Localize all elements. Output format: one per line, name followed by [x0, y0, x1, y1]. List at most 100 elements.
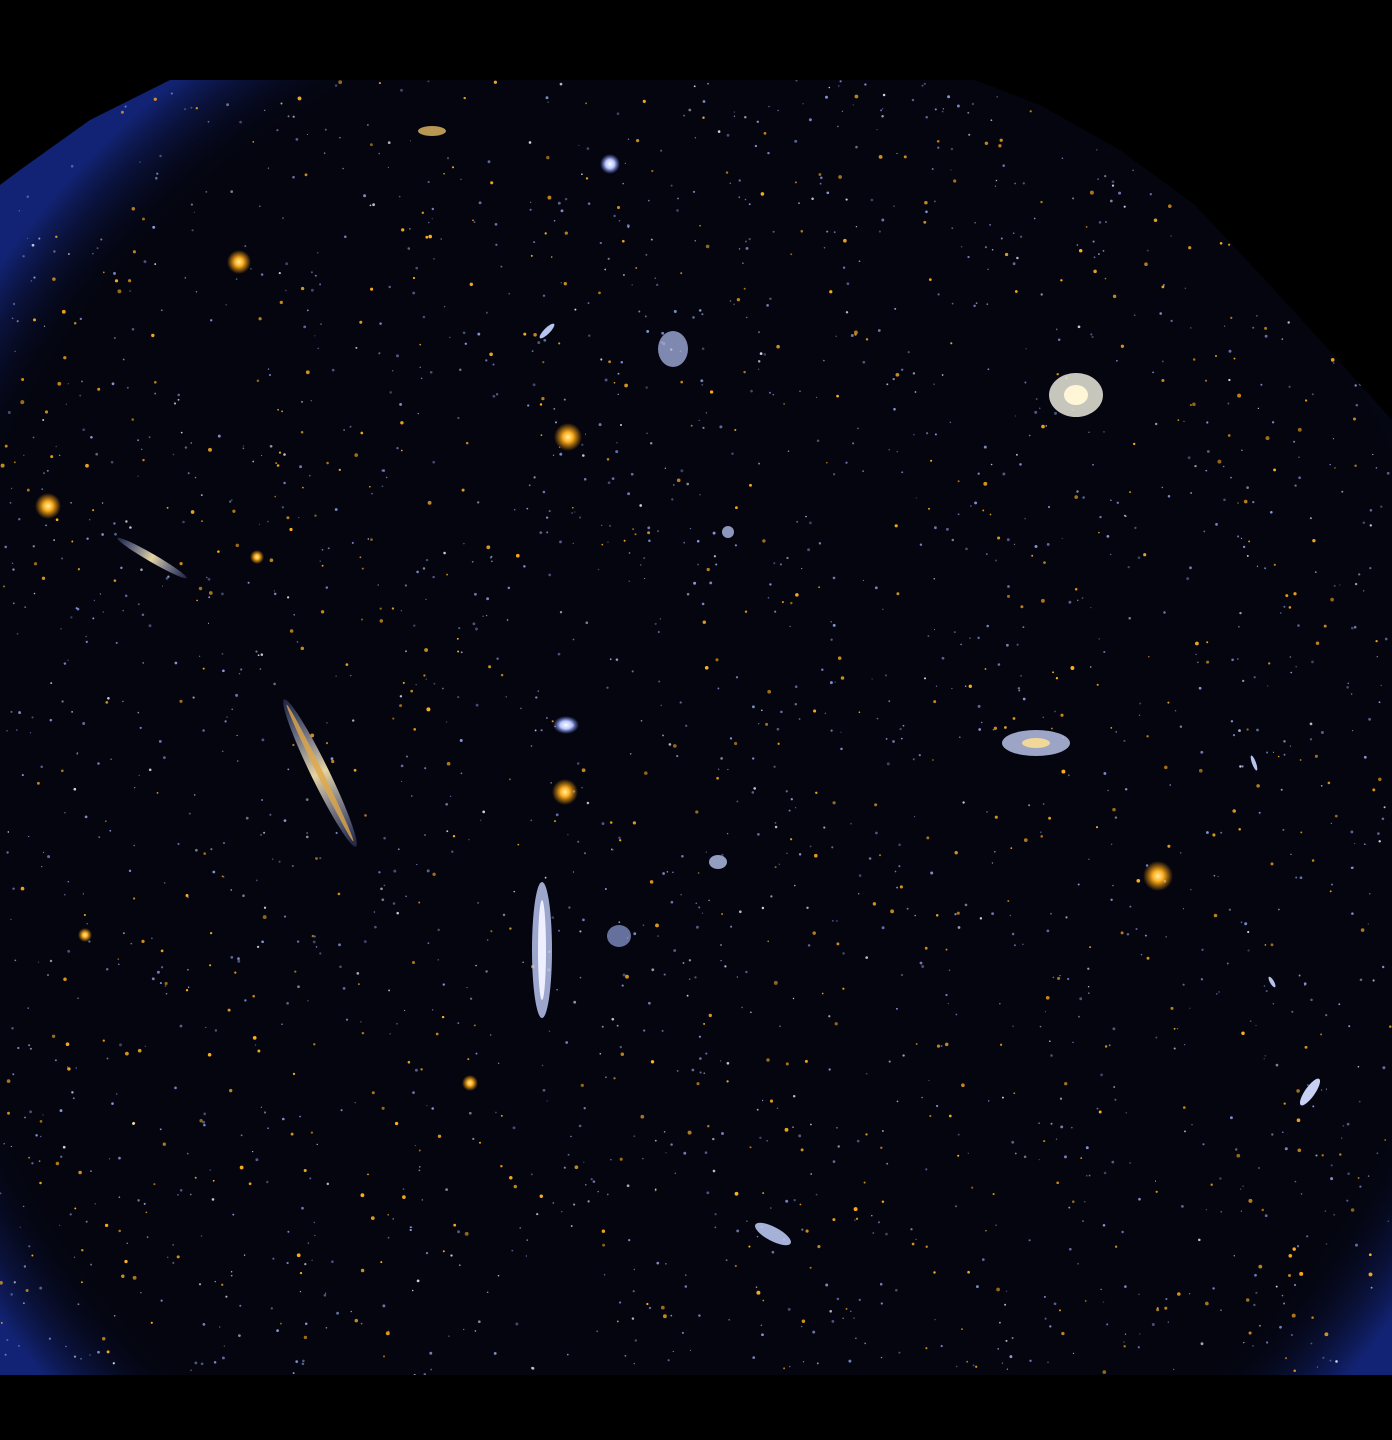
star [971, 102, 975, 106]
star [1381, 965, 1385, 969]
star [255, 879, 258, 882]
star [863, 1181, 866, 1184]
star [396, 446, 399, 450]
star [624, 383, 628, 388]
star [1129, 1162, 1131, 1164]
star [496, 657, 499, 660]
star [360, 1268, 365, 1273]
star [900, 973, 904, 977]
star [330, 757, 334, 761]
star [130, 942, 133, 945]
star [1246, 486, 1249, 489]
star [97, 387, 101, 391]
star [22, 255, 25, 258]
star [865, 1133, 868, 1136]
star [1264, 1214, 1268, 1218]
star [686, 592, 690, 596]
star [28, 1245, 31, 1248]
star [17, 1046, 20, 1050]
star [129, 290, 131, 292]
star [991, 912, 995, 916]
star [1275, 1285, 1278, 1288]
star [20, 886, 25, 891]
star [176, 1255, 180, 1259]
star [1332, 362, 1335, 364]
star [648, 1001, 651, 1005]
star [701, 347, 705, 350]
star [632, 821, 637, 825]
star [78, 1170, 82, 1175]
star [402, 1195, 406, 1199]
star [1112, 294, 1117, 299]
star [858, 260, 861, 263]
star [1068, 1247, 1072, 1251]
star [468, 1111, 472, 1115]
star [117, 958, 120, 960]
star [588, 334, 591, 337]
star [712, 1137, 715, 1141]
star [643, 1029, 646, 1032]
star [256, 379, 260, 383]
star [1081, 597, 1084, 599]
star [303, 1335, 308, 1340]
star [217, 434, 221, 438]
star [726, 1080, 729, 1083]
star [935, 914, 939, 917]
star [244, 999, 247, 1002]
star [1184, 1130, 1186, 1133]
star [1076, 490, 1079, 493]
star [836, 942, 840, 946]
star [1248, 1198, 1253, 1203]
star [698, 419, 700, 422]
star [1357, 1177, 1360, 1179]
star [921, 1096, 923, 1099]
star [1045, 425, 1047, 427]
star [998, 144, 1002, 148]
star [696, 1082, 700, 1086]
star [865, 956, 869, 959]
star [477, 1320, 481, 1324]
star [832, 1218, 836, 1222]
star [442, 1250, 445, 1253]
star [1248, 540, 1251, 543]
star [960, 643, 962, 646]
star [1212, 833, 1216, 837]
star [1179, 852, 1182, 854]
star [704, 1151, 708, 1154]
star [22, 1205, 25, 1208]
star [1232, 809, 1236, 813]
star [800, 1325, 803, 1328]
star [172, 1244, 174, 1246]
star [986, 624, 989, 628]
star [378, 871, 381, 874]
star [934, 526, 937, 530]
star [1223, 498, 1226, 502]
star [486, 939, 489, 941]
star [99, 593, 102, 595]
star [576, 762, 580, 765]
star [465, 441, 469, 445]
star [850, 1310, 852, 1313]
star [1296, 1089, 1300, 1093]
star [399, 695, 403, 698]
star [221, 1356, 225, 1360]
star [1108, 1044, 1111, 1047]
star [121, 1274, 125, 1278]
star [473, 592, 477, 596]
star [914, 391, 917, 393]
star [1215, 523, 1218, 526]
star [999, 138, 1003, 142]
star [24, 1116, 26, 1119]
star [798, 718, 801, 720]
star [1089, 190, 1094, 195]
star [598, 291, 601, 295]
star [624, 1354, 627, 1357]
star [578, 516, 582, 519]
star [697, 872, 700, 874]
star [1304, 984, 1306, 987]
star [1025, 348, 1027, 350]
star [619, 1045, 622, 1049]
star [776, 1107, 779, 1110]
star [138, 774, 140, 777]
star [132, 1122, 135, 1125]
